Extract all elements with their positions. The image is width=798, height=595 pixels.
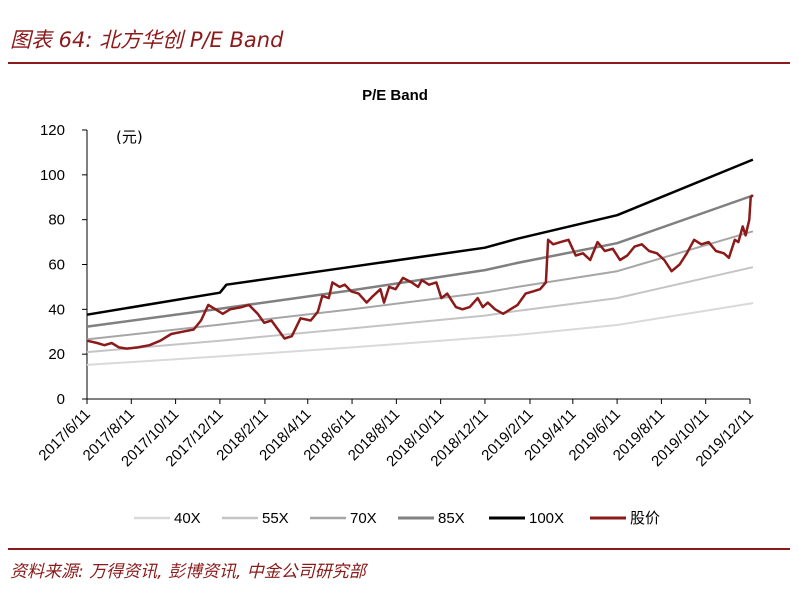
- legend-label-6: 股价: [630, 510, 660, 527]
- legend-label-5: 100X: [529, 510, 564, 527]
- y-tick-label: 120: [40, 122, 65, 139]
- legend-label-3: 70X: [350, 510, 377, 527]
- pe-band-chart: P/E Band (元) 0204060801001202017/6/11201…: [35, 87, 756, 527]
- y-tick-label: 80: [48, 212, 65, 229]
- y-tick-label: 0: [57, 391, 65, 408]
- y-tick-label: 60: [48, 257, 65, 274]
- series-line-1: [86, 302, 754, 366]
- figure-title: 图表 64: 北方华创 P/E Band: [10, 28, 284, 52]
- series-line-6: [86, 194, 754, 350]
- series-line-2: [86, 266, 754, 354]
- plot-area: 0204060801001202017/6/112017/8/112017/10…: [35, 122, 756, 470]
- y-tick-label: 40: [48, 301, 65, 318]
- bottom-rule: [8, 548, 790, 550]
- source-note: 资料来源: 万得资讯, 彭博资讯, 中金公司研究部: [10, 562, 366, 582]
- legend-label-4: 85X: [438, 510, 465, 527]
- unit-label: (元): [116, 128, 143, 146]
- series-line-4: [86, 194, 754, 328]
- y-tick-label: 100: [40, 167, 65, 184]
- legend-label-1: 40X: [174, 510, 201, 527]
- chart-title: P/E Band: [362, 87, 428, 104]
- series-line-5: [86, 158, 754, 316]
- series-line-3: [86, 230, 754, 341]
- top-rule: [8, 62, 790, 64]
- y-tick-label: 20: [48, 346, 65, 363]
- legend-label-2: 55X: [262, 510, 289, 527]
- legend: 40X 55X 70X 85X 100X 股价: [134, 510, 660, 527]
